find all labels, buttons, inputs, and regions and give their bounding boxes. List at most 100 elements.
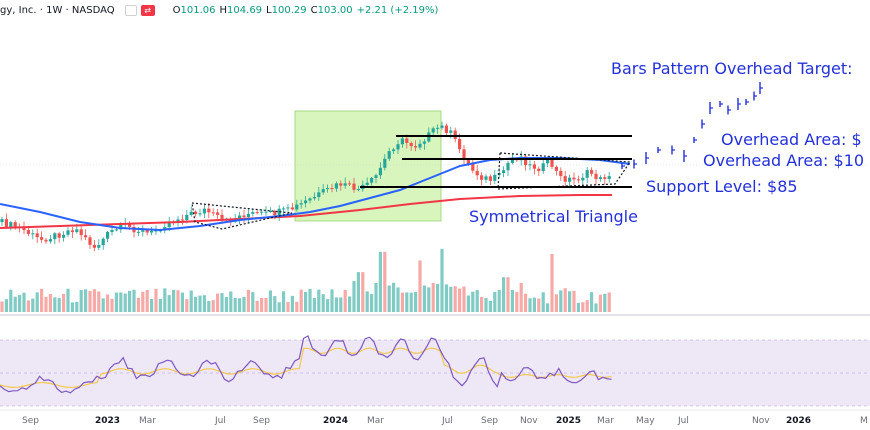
candle xyxy=(110,230,114,233)
candle xyxy=(449,130,453,133)
volume-bar xyxy=(62,293,66,312)
x-tick-label: May xyxy=(636,416,655,426)
candle xyxy=(75,229,79,233)
volume-bar xyxy=(101,298,105,312)
volume-bar xyxy=(532,297,536,312)
volume-bar xyxy=(238,298,242,312)
volume-bar xyxy=(295,301,299,312)
candle xyxy=(216,212,220,215)
candle xyxy=(48,239,52,242)
volume-bar xyxy=(475,290,479,312)
ma200-line xyxy=(0,194,612,229)
flag-icon[interactable] xyxy=(124,4,137,16)
volume-bar xyxy=(224,297,228,312)
volume-bar xyxy=(233,297,237,312)
volume-bar xyxy=(453,286,457,312)
support-annotation: Support Level: $85 xyxy=(646,177,798,196)
candle xyxy=(211,212,215,214)
candle xyxy=(422,141,426,144)
volume-bar xyxy=(44,296,48,312)
symbol-title[interactable]: gy, Inc. · 1W · NASDAQ xyxy=(0,4,115,16)
volume-bar xyxy=(260,297,264,312)
candle xyxy=(374,175,378,178)
volume-bar xyxy=(422,285,426,312)
volume-bar xyxy=(158,298,162,312)
candle xyxy=(431,128,435,133)
candle xyxy=(559,170,563,177)
candle xyxy=(128,223,132,227)
candle xyxy=(383,158,387,168)
volume-bar xyxy=(304,291,308,312)
candle xyxy=(326,188,330,190)
volume-bar xyxy=(594,303,598,312)
candle xyxy=(189,211,193,215)
candle xyxy=(136,231,140,233)
projected-bars-pattern xyxy=(621,82,763,169)
volume-bar xyxy=(365,291,369,312)
volume-bar xyxy=(471,291,475,312)
candle xyxy=(568,177,572,182)
volume-bar xyxy=(242,296,246,312)
candle xyxy=(255,212,259,214)
volume-bar xyxy=(290,295,294,312)
candle xyxy=(409,142,413,147)
candle xyxy=(268,210,272,212)
candle xyxy=(387,151,391,159)
candle xyxy=(400,138,404,145)
candle xyxy=(79,229,83,236)
candle xyxy=(475,170,479,176)
volume-bar xyxy=(568,291,572,312)
volume-bars xyxy=(0,248,611,312)
volume-bar xyxy=(282,291,286,312)
candle xyxy=(53,233,57,240)
volume-bar xyxy=(185,299,189,312)
volume-bar xyxy=(510,289,514,312)
volume-bar xyxy=(493,291,497,312)
candle xyxy=(9,222,13,227)
candle xyxy=(484,176,488,180)
volume-bar xyxy=(136,297,140,312)
candle xyxy=(141,230,145,232)
volume-bar xyxy=(321,294,325,312)
volume-bar xyxy=(277,302,281,312)
volume-bar xyxy=(519,283,523,312)
volume-bar xyxy=(524,293,528,312)
volume-bar xyxy=(550,254,554,312)
volume-bar xyxy=(506,277,510,312)
x-tick-label: Mar xyxy=(367,416,384,426)
candles-group xyxy=(0,121,611,252)
volume-bar xyxy=(427,287,431,312)
volume-bar xyxy=(462,286,466,312)
candle xyxy=(70,230,74,233)
candle xyxy=(436,127,440,129)
candle xyxy=(0,219,4,222)
candle xyxy=(242,215,246,218)
candle xyxy=(66,230,70,235)
triangle-annotation: Symmetrical Triangle xyxy=(469,207,638,226)
volume-bar xyxy=(35,292,39,312)
volume-bar xyxy=(286,301,290,312)
x-tick-label: Sep xyxy=(253,416,270,426)
volume-bar xyxy=(13,296,17,312)
candle xyxy=(22,226,26,231)
volume-bar xyxy=(57,298,61,312)
volume-bar xyxy=(70,302,74,312)
candle xyxy=(44,239,48,242)
volume-bar xyxy=(312,297,316,312)
volume-bar xyxy=(585,300,589,312)
volume-bar xyxy=(431,282,435,312)
ohlc-change: +2.21 (+2.19%) xyxy=(356,4,439,16)
candle xyxy=(348,183,352,185)
candle xyxy=(308,198,312,201)
close-position-button[interactable]: ⇄ xyxy=(140,4,155,16)
volume-bar xyxy=(202,295,206,312)
candle xyxy=(581,177,585,181)
candle xyxy=(334,183,338,189)
ohlc-high: H104.69 xyxy=(219,4,263,16)
x-tick-label: Jul xyxy=(215,416,226,426)
volume-bar xyxy=(546,303,550,312)
volume-bar xyxy=(194,296,198,312)
candle xyxy=(145,230,149,233)
volume-bar xyxy=(264,297,268,312)
volume-bar xyxy=(418,260,422,312)
